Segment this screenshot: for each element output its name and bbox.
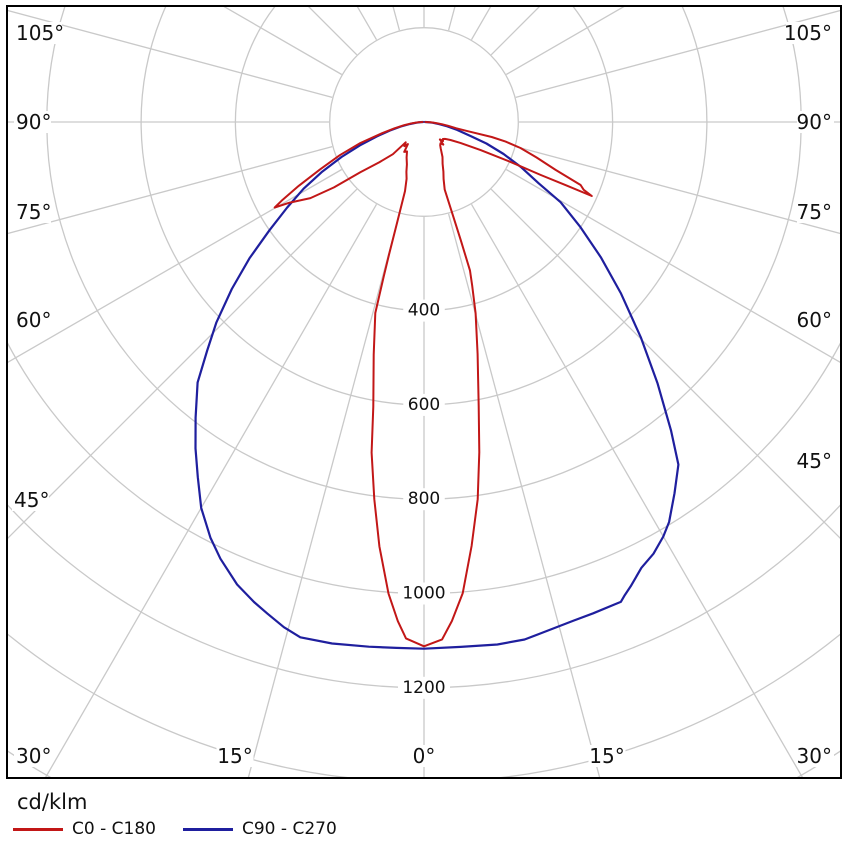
- grid-ray-15deg: [447, 213, 601, 778]
- legend-label-c0-c180: C0 - C180: [72, 819, 156, 839]
- angle-label-14: 15°: [589, 744, 624, 768]
- angle-label-10: 45°: [797, 449, 832, 473]
- ring-label-800: 800: [408, 489, 440, 509]
- legend-item-c90-c270: C90 - C270: [183, 818, 337, 840]
- ring-label-bg-400: [403, 299, 445, 322]
- ring-labels: 400 600 800 1000 1200: [398, 299, 450, 699]
- grid-ray-105deg: [515, 9, 841, 99]
- angle-label-bg-13: [411, 745, 437, 767]
- angle-label-bg-7: [797, 111, 834, 133]
- grid-ray-315deg: [7, 188, 358, 540]
- angle-label-12: 15°: [217, 744, 252, 768]
- ring-label-1000: 1000: [402, 584, 445, 604]
- c0-c180-line-swatch: [13, 827, 63, 831]
- legend-row: C0 - C180 C90 - C270: [0, 818, 848, 840]
- angle-label-bg-12: [216, 745, 254, 767]
- angle-label-bg-14: [588, 745, 626, 767]
- angle-label-bg-11: [797, 745, 834, 767]
- angle-label-2: 75°: [16, 200, 51, 224]
- ring-label-bg-1000: [398, 582, 450, 605]
- grid-ray-30deg: [470, 203, 804, 778]
- ring-label-600: 600: [408, 395, 440, 415]
- unit-label: cd/klm: [17, 790, 88, 814]
- grid-ray-330deg: [44, 203, 378, 778]
- grid-ray-165deg: [447, 6, 456, 31]
- angle-label-7: 90°: [797, 110, 832, 134]
- grid-ray-45deg: [490, 188, 841, 540]
- grid-ray-285deg: [7, 145, 333, 235]
- ring-label-1200: 1200: [402, 678, 445, 698]
- angle-label-0: 105°: [16, 21, 64, 45]
- curve-c90-c270: [194, 120, 680, 650]
- angle-label-bg-5: [14, 745, 51, 767]
- angle-label-bg-9: [797, 309, 834, 331]
- angle-label-bg-6: [786, 22, 834, 44]
- angle-label-4: 45°: [14, 488, 49, 512]
- legend-label-c90-c270: C90 - C270: [242, 819, 337, 839]
- angle-label-bg-8: [797, 201, 834, 223]
- curve-c0-c180: [273, 121, 593, 648]
- angle-label-1: 90°: [16, 110, 51, 134]
- angle-label-5: 30°: [16, 744, 51, 768]
- angle-label-6: 105°: [784, 21, 832, 45]
- c90-c270-line-swatch: [183, 827, 233, 831]
- grid-ray-300deg: [7, 168, 343, 364]
- grid-ring-200: [329, 27, 519, 217]
- angle-label-bg-10: [797, 450, 834, 472]
- angle-label-9: 60°: [797, 308, 832, 332]
- grid-ray-345deg: [247, 213, 401, 778]
- angle-label-bg-3: [14, 309, 51, 331]
- grid-ray-75deg: [515, 145, 841, 235]
- angle-label-13: 0°: [413, 744, 436, 768]
- angle-label-bg-1: [14, 111, 51, 133]
- ring-label-400: 400: [408, 301, 440, 321]
- plot-border: [6, 5, 842, 779]
- ring-label-bg-800: [403, 488, 445, 511]
- angle-labels: 105° 90° 75° 60° 45° 30° 105° 90° 75° 60° 45° 30° 15…: [12, 21, 834, 768]
- grid-ray-60deg: [505, 168, 841, 364]
- grid-ray-195deg: [392, 6, 401, 31]
- curves: [194, 120, 680, 650]
- angle-label-8: 75°: [797, 200, 832, 224]
- angle-label-bg-4: [12, 489, 49, 511]
- grid-ray-255deg: [7, 9, 333, 99]
- ring-label-bg-1200: [398, 676, 450, 699]
- angle-label-3: 60°: [16, 308, 51, 332]
- angle-label-bg-2: [14, 201, 51, 223]
- legend-item-c0-c180: C0 - C180: [13, 818, 156, 840]
- angle-label-11: 30°: [797, 744, 832, 768]
- angle-label-bg-0: [14, 22, 62, 44]
- ring-label-bg-600: [403, 393, 445, 416]
